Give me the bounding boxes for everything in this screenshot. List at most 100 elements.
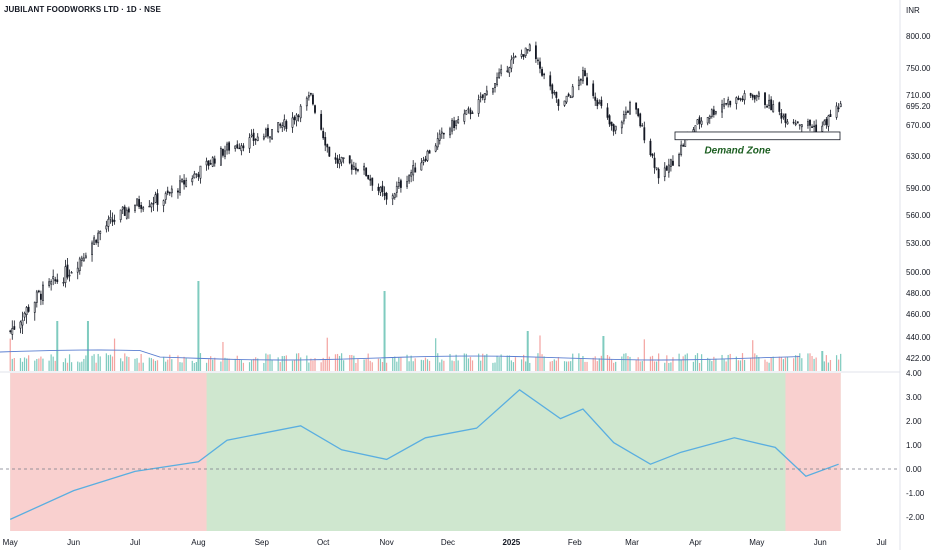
candle-body <box>698 117 701 124</box>
volume-bar <box>369 360 371 371</box>
candle-body <box>64 266 67 283</box>
candle-body <box>782 115 785 118</box>
candle-body <box>807 121 809 126</box>
volume-bar <box>469 356 472 371</box>
volume-bar <box>592 357 594 371</box>
candle-body <box>436 138 439 148</box>
candle-body <box>385 192 388 200</box>
volume-bar <box>651 355 654 371</box>
volume-bar <box>77 361 79 371</box>
price-tick-label: 530.00 <box>906 239 931 248</box>
volume-bar <box>600 355 602 371</box>
volume-bar <box>613 362 615 371</box>
candle-body <box>784 113 787 123</box>
candle-body <box>19 321 22 329</box>
volume-bar <box>586 361 588 371</box>
volume-bar <box>523 354 525 371</box>
volume-bar <box>426 359 429 371</box>
volume-bar <box>99 356 101 371</box>
volume-bar <box>171 359 173 371</box>
volume-bar <box>666 355 668 371</box>
candle-body <box>27 306 30 312</box>
indicator-tick-label: 3.00 <box>906 393 922 402</box>
candle-body <box>340 157 343 163</box>
volume-bar <box>163 356 165 371</box>
x-tick-label: Jun <box>814 538 827 547</box>
volume-bar <box>809 353 811 371</box>
volume-bar <box>367 353 369 371</box>
candle-body <box>553 91 556 94</box>
volume-bar <box>424 357 427 371</box>
candle-body <box>209 163 212 165</box>
candle-body <box>494 83 496 89</box>
volume-bar <box>154 360 157 371</box>
candle-body <box>97 232 100 244</box>
price-tick-label: 500.00 <box>906 268 931 277</box>
candle-body <box>168 192 171 194</box>
volume-bar <box>793 358 795 371</box>
candle-body <box>410 172 413 177</box>
candle-body <box>320 113 323 130</box>
candle-body <box>479 96 482 99</box>
x-tick-label: Jun <box>67 538 80 547</box>
candle-body <box>305 97 308 107</box>
volume-bar <box>711 361 713 371</box>
candle-body <box>348 155 351 164</box>
candle-body <box>197 174 200 177</box>
volume-bar <box>234 358 236 371</box>
volume-bar <box>353 355 355 371</box>
candle-body <box>363 165 366 171</box>
volume-bar <box>835 355 838 371</box>
volume-bar <box>322 357 324 371</box>
candle-body <box>412 165 415 176</box>
volume-bar <box>453 361 455 371</box>
candle-body <box>737 97 740 100</box>
volume-bar <box>25 358 28 371</box>
volume-bar <box>815 357 817 371</box>
volume-bar <box>357 358 359 371</box>
volume-bar <box>486 353 488 371</box>
candle-body <box>577 79 580 86</box>
volume-bar <box>285 355 287 371</box>
volume-bar <box>635 359 637 371</box>
candle-body <box>379 186 382 193</box>
volume-bar <box>13 358 15 371</box>
volume-bar <box>838 359 840 371</box>
volume-bar <box>199 353 202 371</box>
volume-bar <box>42 358 44 371</box>
volume-bar <box>723 359 725 371</box>
candle-body <box>56 279 59 282</box>
volume-bar <box>758 357 760 371</box>
candle-body <box>643 127 646 141</box>
volume-bar <box>535 357 537 371</box>
volume-bar <box>463 353 465 371</box>
candle-body <box>234 145 237 149</box>
candle-body <box>768 99 771 106</box>
volume-bar <box>152 359 155 371</box>
candle-body <box>95 239 98 243</box>
volume-bar <box>336 353 339 371</box>
indicator-tick-label: 1.00 <box>906 441 922 450</box>
candle-body <box>195 173 198 175</box>
candle-body <box>179 180 181 193</box>
candle-body <box>586 77 588 86</box>
volume-bar <box>572 353 574 371</box>
candle-body <box>680 144 683 155</box>
volume-bar <box>50 354 52 371</box>
volume-bar <box>343 360 345 371</box>
ticker-title: JUBILANT FOODWORKS LTD · 1D · NSE <box>4 5 161 14</box>
candle-body <box>426 150 429 161</box>
candle-body <box>712 109 715 115</box>
volume-bar <box>506 355 508 371</box>
candle-body <box>582 70 584 82</box>
candle-body <box>336 158 339 164</box>
candle-body <box>614 125 617 131</box>
volume-bar <box>314 358 316 371</box>
volume-bar <box>212 359 214 371</box>
x-tick-label: Jul <box>876 538 886 547</box>
volume-bar <box>772 356 774 371</box>
price-tick-label: 800.00 <box>906 32 931 41</box>
candle-body <box>123 206 126 216</box>
candle-body <box>252 132 255 141</box>
